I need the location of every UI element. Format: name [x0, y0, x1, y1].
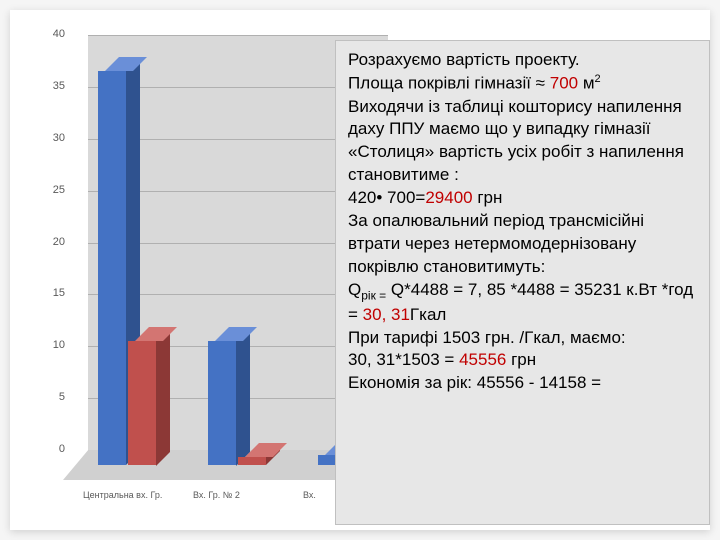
t-l8a: 30, 31*1503 = [348, 350, 459, 369]
y-tick-label: 5 [43, 391, 65, 403]
y-tick-label: 35 [43, 80, 65, 92]
t-l6c: 30, 31 [363, 305, 410, 324]
t-l3: Виходячи із таблиці кошторису напилення … [348, 97, 684, 185]
t-l8c: грн [506, 350, 536, 369]
t-l4a: 420• 700= [348, 188, 425, 207]
t-l2b: 700 [550, 74, 578, 93]
t-l2c: м [578, 74, 594, 93]
t-l1: Розрахуємо вартість проекту. [348, 50, 580, 69]
text-overlay: Розрахуємо вартість проекту. Площа покрі… [335, 40, 710, 525]
t-l5: За опалювальний період трансмісійні втра… [348, 211, 644, 276]
y-tick-label: 15 [43, 287, 65, 299]
y-tick-label: 0 [43, 443, 65, 455]
t-l2sup: 2 [595, 73, 601, 85]
t-l8b: 45556 [459, 350, 506, 369]
t-l7: При тарифі 1503 грн. /Гкал, маємо: [348, 328, 626, 347]
t-l6d: Гкал [410, 305, 446, 324]
y-tick-label: 30 [43, 132, 65, 144]
t-l4b: 29400 [425, 188, 472, 207]
y-tick-label: 40 [43, 28, 65, 40]
t-l2a: Площа покрівлі гімназії ≈ [348, 74, 550, 93]
bar-chart: 0510152025303540 Центральна вх. Гр.Вх. Г… [68, 40, 368, 480]
y-tick-label: 20 [43, 236, 65, 248]
content-box: Тепловтр і піс модерн 0510152025303540 Ц… [10, 10, 710, 530]
t-l9: Економія за рік: 45556 - 14158 = [348, 373, 601, 392]
x-tick-label: Центральна вх. Гр. [83, 490, 162, 500]
t-l6sub: рік = [361, 288, 386, 302]
y-tick-label: 10 [43, 339, 65, 351]
gridline [88, 35, 388, 36]
x-tick-label: Вх. Гр. № 2 [193, 490, 240, 500]
x-tick-label: Вх. [303, 490, 316, 500]
slide: Тепловтр і піс модерн 0510152025303540 Ц… [0, 0, 720, 540]
t-l4c: грн [473, 188, 503, 207]
y-tick-label: 25 [43, 184, 65, 196]
t-l6a: Q [348, 280, 361, 299]
